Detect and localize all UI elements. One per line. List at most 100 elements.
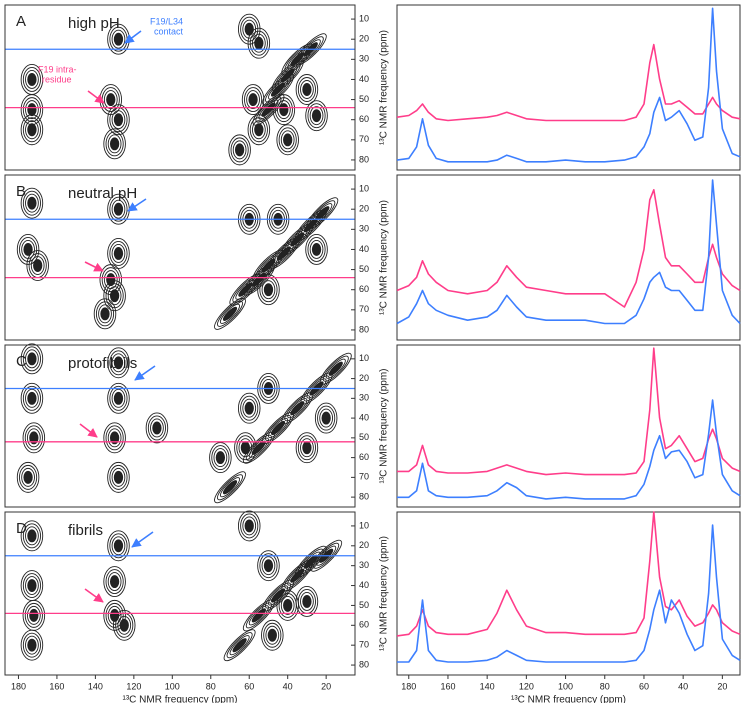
peak	[306, 197, 339, 230]
peak	[276, 124, 299, 156]
contour-ring	[113, 470, 124, 484]
contour-ring	[251, 120, 266, 140]
contour-ring	[111, 110, 126, 130]
contour-ring	[248, 437, 269, 458]
contour-ring	[105, 569, 124, 595]
contour-ring	[111, 244, 126, 263]
x-tick-label: 60	[244, 681, 254, 691]
contour-ring	[219, 303, 241, 324]
y-tick-label: 70	[359, 304, 369, 314]
contour-ring	[109, 385, 128, 411]
x-tick-label: 100	[165, 681, 180, 691]
arrow	[87, 90, 105, 104]
peak	[20, 382, 44, 414]
y-tick-label: 80	[359, 154, 369, 164]
contour-plot	[16, 343, 352, 504]
y-axis-label: ¹³C NMR frequency (ppm)	[379, 200, 390, 315]
contour-ring	[321, 411, 331, 425]
contour-ring	[29, 608, 39, 622]
contour-ring	[237, 13, 261, 45]
panel-label: C	[16, 353, 27, 370]
plot-frame	[4, 4, 356, 171]
contour-ring	[251, 33, 266, 53]
peak	[214, 471, 246, 504]
contour-ring	[222, 306, 238, 321]
peak	[223, 629, 256, 662]
contour-ring	[258, 99, 279, 120]
y-axis-label: ¹³C NMR frequency (ppm)	[379, 536, 390, 651]
contour-ring	[316, 545, 337, 566]
contour-ring	[248, 93, 258, 107]
contour-ring	[310, 539, 343, 572]
contour-ring	[106, 93, 116, 107]
contour-ring	[265, 582, 292, 609]
contour-ring	[107, 286, 122, 306]
y-tick-label: 30	[359, 224, 369, 234]
contour-ring	[109, 350, 128, 376]
contour-ring	[305, 234, 328, 265]
contour-ring	[27, 529, 37, 543]
y-tick-label: 40	[359, 244, 369, 254]
y-tick-label: 70	[359, 640, 369, 650]
contour-ring	[113, 113, 124, 127]
contour-ring	[107, 461, 130, 493]
contour-ring	[30, 256, 45, 275]
sample-title: protofibrils	[68, 355, 137, 372]
contour-ring	[240, 16, 259, 42]
spectrum-line	[397, 524, 741, 663]
contour-ring	[307, 103, 326, 129]
peak	[20, 187, 44, 219]
contour-ring	[25, 388, 39, 408]
contour-ring	[268, 417, 289, 439]
contour-ring	[263, 622, 282, 648]
contour-ring	[25, 576, 39, 595]
peak	[319, 352, 352, 385]
x-tick-label: 40	[678, 681, 688, 691]
contour-ring	[103, 599, 126, 631]
contour-ring	[287, 398, 308, 419]
y-tick-label: 50	[359, 432, 369, 442]
contour-ring	[109, 533, 128, 559]
x-tick-label: 180	[401, 681, 416, 691]
contour-ring	[33, 259, 43, 272]
contour-ring	[240, 395, 259, 421]
plot-frame	[396, 4, 741, 171]
annotation: F19/L34	[150, 16, 183, 26]
peak	[310, 539, 343, 572]
contour-ring	[25, 526, 39, 546]
peak	[103, 599, 126, 631]
contour-ring	[254, 123, 264, 137]
y-tick-label: 40	[359, 580, 369, 590]
contour-ring	[265, 76, 292, 103]
contour-ring	[100, 307, 110, 321]
contour-ring	[19, 464, 38, 490]
peak	[20, 343, 44, 375]
peak	[247, 27, 271, 59]
contour-ring	[319, 352, 352, 385]
contour-ring	[117, 615, 132, 635]
sample-title: high pH	[68, 15, 120, 32]
peak	[107, 193, 130, 225]
peak	[22, 599, 46, 631]
contour-ring	[284, 395, 311, 422]
contour-ring	[241, 84, 265, 116]
contour-ring	[109, 289, 120, 303]
contour-ring	[27, 73, 37, 86]
contour-ring	[297, 36, 324, 63]
peak	[20, 94, 44, 126]
contour-ring	[145, 412, 169, 444]
x-tick-label: 140	[88, 681, 103, 691]
contour-ring	[280, 595, 295, 615]
contour-ring	[244, 519, 254, 533]
spectrum-line	[396, 43, 741, 122]
contour-ring	[111, 199, 126, 219]
contour-ring	[244, 401, 254, 415]
contour-ring	[302, 595, 312, 608]
contour-ring	[98, 304, 112, 324]
contour-ring	[107, 382, 130, 414]
contour-ring	[26, 428, 41, 448]
y-tick-label: 20	[359, 34, 369, 44]
contour-ring	[20, 343, 44, 375]
contour-ring	[276, 100, 291, 120]
contour-ring	[240, 513, 259, 539]
